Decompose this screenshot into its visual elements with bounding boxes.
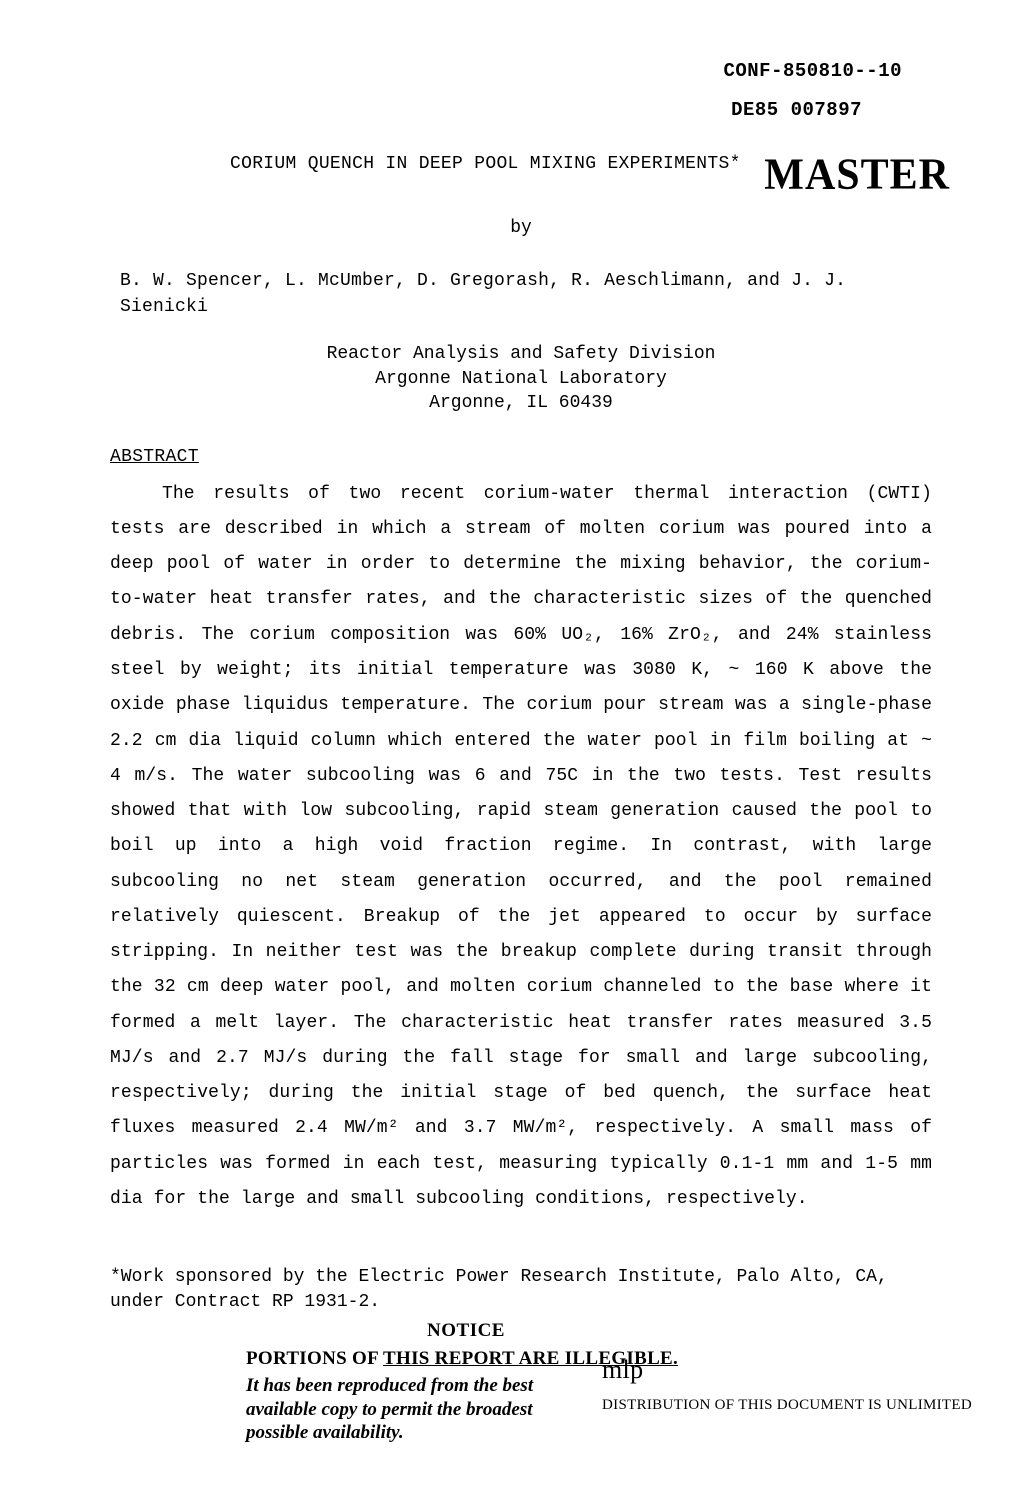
authors-line: B. W. Spencer, L. McUmber, D. Gregorash,…: [120, 269, 932, 320]
abstract-text: The results of two recent corium-water t…: [110, 484, 932, 1209]
abstract-heading: ABSTRACT: [110, 445, 932, 471]
distribution-text: DISTRIBUTION OF THIS DOCUMENT IS UNLIMIT…: [602, 1395, 972, 1416]
sponsor-footnote: *Work sponsored by the Electric Power Re…: [110, 1265, 932, 1314]
master-stamp: MASTER: [764, 144, 950, 207]
bottom-area: NOTICE PORTIONS OF THIS REPORT ARE ILLEG…: [110, 1318, 932, 1448]
by-label: by: [110, 216, 932, 242]
affiliation: Reactor Analysis and Safety Division Arg…: [110, 342, 932, 415]
distribution-block: mlp DISTRIBUTION OF THIS DOCUMENT IS UNL…: [602, 1352, 972, 1416]
de-number: DE85 007897: [110, 97, 862, 124]
affiliation-line1: Reactor Analysis and Safety Division: [327, 344, 716, 364]
signature-glyph: mlp: [602, 1352, 972, 1389]
notice-prefix: PORTIONS OF: [246, 1348, 383, 1369]
affiliation-line3: Argonne, IL 60439: [429, 393, 613, 413]
notice-line4: possible availability.: [246, 1422, 404, 1443]
affiliation-line2: Argonne National Laboratory: [375, 369, 667, 389]
notice-line3: available copy to permit the broadest: [246, 1399, 533, 1420]
abstract-body: The results of two recent corium-water t…: [110, 477, 932, 1218]
title-row: CORIUM QUENCH IN DEEP POOL MIXING EXPERI…: [110, 152, 932, 206]
conf-number: CONF-850810--10: [110, 58, 902, 85]
notice-line2: It has been reproduced from the best: [246, 1375, 533, 1396]
paper-title: CORIUM QUENCH IN DEEP POOL MIXING EXPERI…: [110, 152, 741, 178]
